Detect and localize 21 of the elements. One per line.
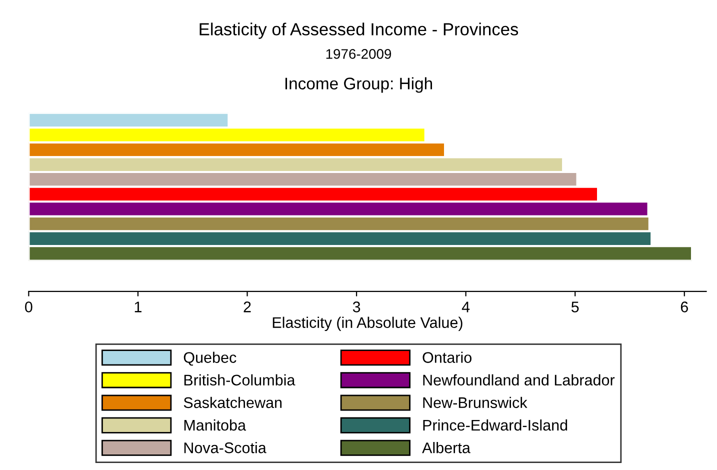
legend-label: Quebec	[184, 352, 236, 366]
x-tick-label: 6	[680, 302, 688, 312]
chart-subtitle: 1976-2009	[326, 49, 392, 59]
annotation: Income Group: High	[285, 77, 432, 93]
legend-label: Prince-Edward-Island	[423, 419, 568, 431]
legend-label: British-Columbia	[184, 374, 296, 386]
legend-label: Manitoba	[184, 419, 246, 431]
legend-label: Newfoundland and Labrador	[423, 374, 615, 386]
legend-label: Alberta	[422, 442, 470, 454]
x-tick-label: 1	[134, 302, 142, 312]
x-tick-label: 4	[462, 302, 470, 312]
x-tick-label: 5	[571, 302, 579, 312]
chart-title: Elasticity of Assessed Income - Provinces	[200, 22, 518, 39]
x-tick-label: 0	[25, 302, 32, 312]
legend-label: Ontario	[422, 352, 472, 363]
x-tick-label: 3	[352, 302, 360, 312]
legend-label: New-Brunswick	[423, 396, 528, 408]
legend-label: Nova-Scotia	[184, 442, 266, 454]
x-axis-title: Elasticity (in Absolute Value)	[272, 316, 462, 331]
legend-label: Saskatchewan	[184, 396, 282, 408]
x-tick-label: 2	[244, 302, 251, 312]
